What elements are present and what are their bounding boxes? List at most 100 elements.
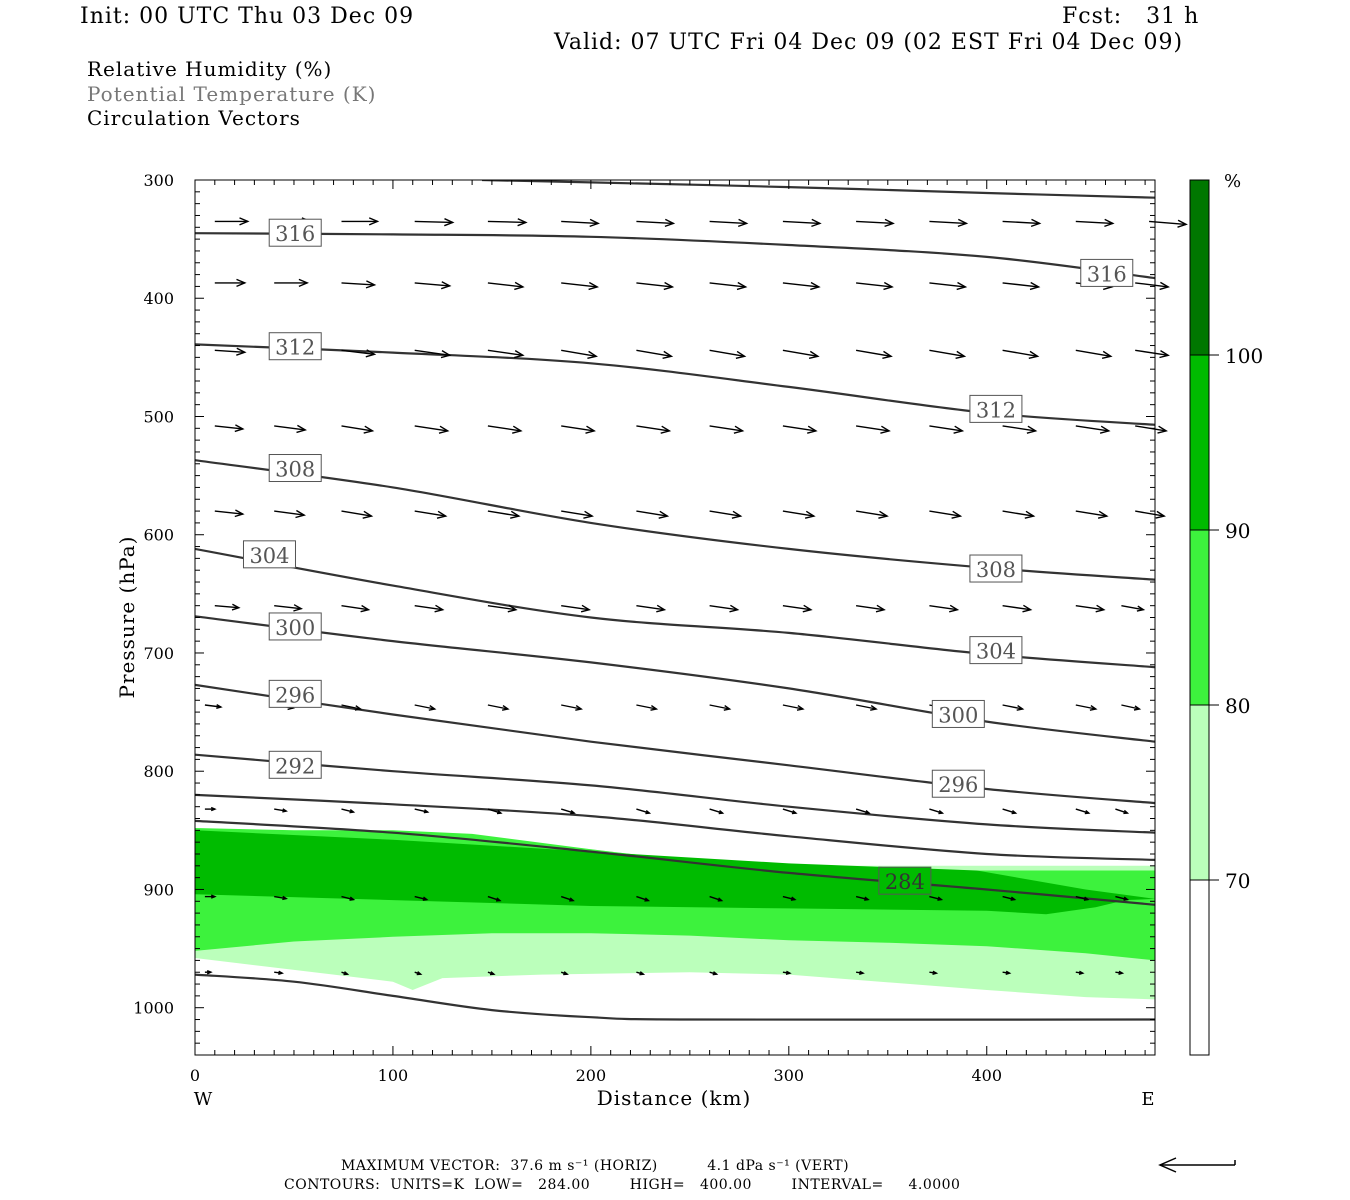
- vector-arrow: [1002, 349, 1040, 359]
- circulation-vectors: [204, 217, 1188, 976]
- vector-arrow: [1075, 349, 1113, 359]
- vector-arrow: [214, 509, 245, 518]
- vector-arrow: [274, 509, 306, 519]
- vector-arrow: [487, 510, 521, 519]
- vector-arrow: [561, 349, 598, 359]
- vector-arrow: [274, 424, 307, 434]
- vector-arrow: [709, 425, 745, 434]
- vector-arrow: [929, 604, 960, 613]
- vector-arrow: [929, 349, 967, 359]
- svg-text:300: 300: [938, 703, 978, 727]
- vector-arrow: [782, 425, 818, 434]
- y-tick-label: 900: [143, 880, 174, 899]
- x-axis-title: Distance (km): [597, 1086, 752, 1110]
- axis-ticks: 0 100 200 300 400 300 400 500 600 700 800 900 1000: [133, 171, 1155, 1085]
- vector-arrow: [929, 510, 963, 519]
- vector-arrow: [782, 604, 813, 613]
- vector-arrow: [214, 603, 241, 611]
- vector-arrow: [1075, 808, 1091, 815]
- theta-contour-280: [195, 973, 1155, 1021]
- svg-text:316: 316: [1087, 262, 1127, 286]
- vector-arrow: [856, 604, 886, 613]
- vector-arrow: [414, 349, 452, 359]
- vector-arrow: [1115, 970, 1125, 975]
- vector-arrow: [636, 349, 674, 359]
- contour-label-304: 304: [969, 636, 1023, 665]
- vector-arrow: [341, 808, 356, 814]
- vector-arrow: [561, 281, 600, 291]
- field-theta: Potential Temperature (K): [87, 82, 377, 106]
- svg-text:304: 304: [976, 640, 1016, 664]
- theta-contours: [195, 180, 1155, 1021]
- vector-arrow: [1121, 704, 1142, 711]
- vector-arrow: [709, 604, 740, 613]
- vector-arrow: [636, 971, 646, 976]
- contour-label-316: 316: [1080, 258, 1134, 287]
- vector-arrow: [709, 281, 748, 291]
- theta-contour-288: [195, 793, 1155, 861]
- vector-arrow: [1075, 970, 1085, 975]
- svg-text:304: 304: [249, 544, 289, 568]
- field-vectors: Circulation Vectors: [87, 106, 301, 130]
- svg-text:284: 284: [885, 870, 925, 894]
- vector-arrow: [341, 604, 371, 613]
- vector-arrow: [487, 704, 510, 711]
- vector-arrow: [1002, 425, 1038, 434]
- svg-text:296: 296: [938, 773, 978, 797]
- vector-arrow: [636, 281, 675, 291]
- maximum-vector-note: MAXIMUM VECTOR: 37.6 m s⁻¹ (HORIZ) 4.1 d…: [341, 1158, 850, 1174]
- vector-arrow: [214, 278, 247, 288]
- vector-arrow: [204, 970, 213, 975]
- vector-arrow: [709, 704, 732, 711]
- vector-arrow: [341, 510, 374, 519]
- contour-label-300: 300: [931, 699, 985, 728]
- contour-label-296: 296: [268, 679, 322, 708]
- vector-arrow: [709, 510, 743, 519]
- vector-arrow: [1115, 895, 1130, 901]
- vector-arrow: [636, 895, 651, 902]
- colorbar-label: 90: [1225, 519, 1250, 543]
- vector-arrow: [1075, 704, 1098, 711]
- vector-arrow: [709, 349, 747, 359]
- svg-text:300: 300: [275, 616, 315, 640]
- vector-arrow: [1002, 808, 1018, 815]
- colorbar-swatch: [1190, 180, 1209, 355]
- y-tick-label: 700: [143, 644, 174, 663]
- colorbar-label: 70: [1225, 869, 1250, 893]
- theta-contour-300: [195, 615, 1155, 743]
- vector-arrow: [1002, 970, 1012, 975]
- vector-arrow: [929, 970, 939, 975]
- vector-arrow: [782, 970, 792, 975]
- vector-arrow: [414, 808, 430, 814]
- contour-label-308: 308: [268, 454, 322, 483]
- vector-arrow: [560, 808, 576, 815]
- vector-arrow: [1002, 510, 1036, 519]
- vector-arrow: [214, 217, 250, 226]
- field-rh: Relative Humidity (%): [87, 57, 333, 81]
- vector-arrow: [1002, 895, 1017, 901]
- vector-arrow: [274, 970, 284, 975]
- vector-arrow: [1075, 218, 1115, 228]
- vector-arrow: [709, 895, 724, 902]
- vector-arrow: [274, 808, 288, 813]
- vector-arrow: [274, 278, 310, 288]
- vector-arrow: [414, 604, 445, 613]
- forecast-hour: Fcst: 31 h: [1062, 4, 1200, 29]
- vector-arrow: [782, 510, 816, 519]
- colorbar-label: 80: [1225, 694, 1250, 718]
- contour-label-292: 292: [268, 750, 322, 779]
- vector-arrow: [487, 808, 503, 815]
- y-tick-label: 800: [143, 762, 174, 781]
- vector-arrow: [274, 604, 303, 612]
- vector-arrow: [636, 510, 670, 519]
- theta-contour-316: [195, 232, 1155, 280]
- vector-arrow: [341, 349, 377, 358]
- vector-arrow: [636, 425, 672, 434]
- vector-arrow: [929, 281, 968, 291]
- vector-arrow: [929, 218, 969, 228]
- vector-arrow: [855, 704, 878, 711]
- vector-arrow: [1121, 605, 1146, 612]
- vector-arrow: [709, 218, 749, 228]
- colorbar-swatch: [1190, 880, 1209, 1055]
- vector-arrow: [1075, 895, 1090, 901]
